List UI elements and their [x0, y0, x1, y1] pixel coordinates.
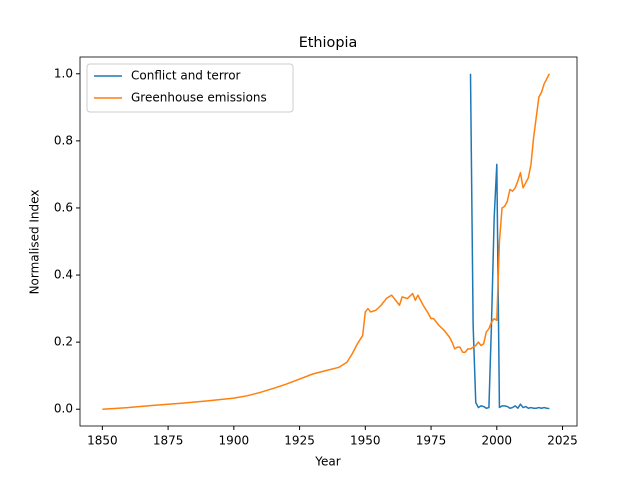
- x-tick-label: 1850: [87, 434, 118, 448]
- y-tick-label: 0.6: [54, 200, 73, 214]
- y-tick-label: 0.8: [54, 133, 73, 147]
- chart-title: Ethiopia: [299, 35, 358, 51]
- legend-box: [86, 63, 294, 113]
- y-tick-label: 0.2: [54, 335, 73, 349]
- x-tick-label: 1900: [219, 434, 250, 448]
- y-tick-label: 0.0: [54, 402, 73, 416]
- x-tick-label: 1925: [284, 434, 315, 448]
- x-tick-label: 1950: [350, 434, 381, 448]
- series-line: [469, 73, 550, 410]
- x-axis-label: Year: [314, 455, 340, 469]
- x-tick-label: 1875: [153, 434, 184, 448]
- x-tick-label: 2000: [482, 434, 513, 448]
- y-tick-label: 1.0: [54, 66, 73, 80]
- y-axis-label: Normalised Index: [28, 190, 42, 295]
- plot-frame: [79, 56, 578, 427]
- series-line: [102, 73, 551, 410]
- legend-label: Greenhouse emissions: [131, 91, 267, 105]
- legend-label: Conflict and terror: [131, 69, 241, 83]
- x-tick-label: 2025: [547, 434, 578, 448]
- y-tick-label: 0.4: [54, 268, 73, 282]
- x-tick-label: 1975: [416, 434, 447, 448]
